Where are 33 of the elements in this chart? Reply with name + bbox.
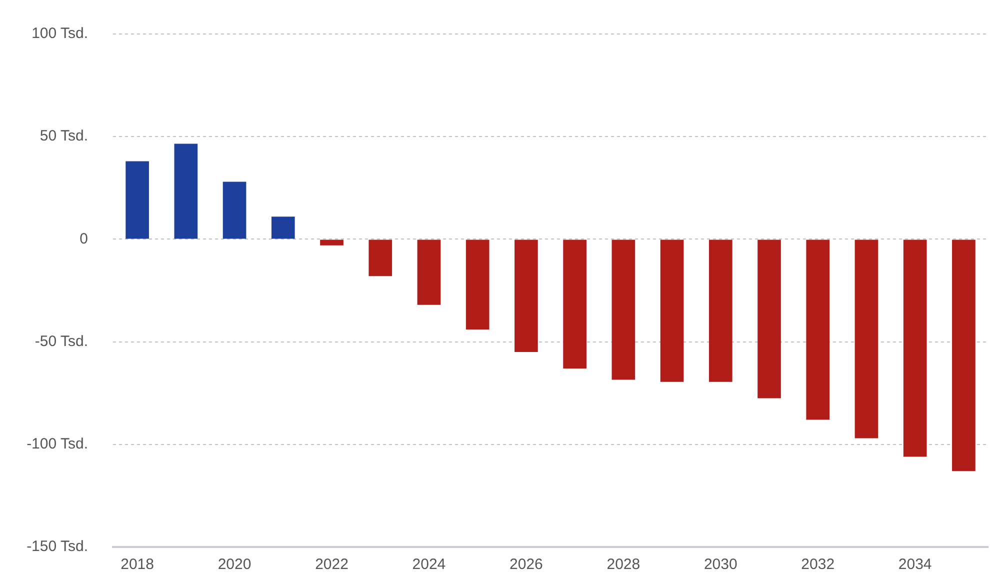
bar — [417, 240, 441, 305]
x-tick-label: 2020 — [218, 556, 252, 574]
bar — [952, 240, 976, 472]
bar — [854, 240, 878, 438]
bar — [368, 240, 392, 276]
bar — [563, 240, 586, 368]
bar — [271, 216, 295, 239]
x-tick-label: 2030 — [704, 556, 738, 574]
y-tick-label: 0 — [80, 230, 88, 248]
y-tick-label: 50 Tsd. — [40, 128, 88, 145]
x-tick-label: 2034 — [898, 556, 932, 574]
bar — [612, 240, 636, 380]
x-tick-label: 2024 — [412, 556, 446, 574]
x-tick-label: 2026 — [510, 556, 543, 574]
x-tick-label: 2032 — [801, 556, 835, 574]
bar — [903, 240, 927, 457]
bar — [806, 240, 830, 420]
y-tick-label: 100 Tsd. — [32, 25, 88, 42]
x-tick-label: 2028 — [606, 556, 640, 574]
bar — [466, 240, 490, 330]
x-tick-label: 2022 — [315, 556, 348, 574]
bar — [758, 240, 781, 398]
y-tick-label: -50 Tsd. — [34, 332, 88, 350]
bar — [708, 240, 732, 382]
bar — [222, 182, 246, 239]
y-tick-label: -150 Tsd. — [26, 538, 88, 556]
bar — [174, 144, 198, 239]
x-tick-label: 2018 — [120, 556, 154, 574]
bar — [514, 240, 538, 352]
bar — [126, 161, 149, 239]
bar — [660, 240, 684, 382]
y-tick-label: -100 Tsd. — [26, 436, 88, 453]
bar — [320, 240, 344, 246]
